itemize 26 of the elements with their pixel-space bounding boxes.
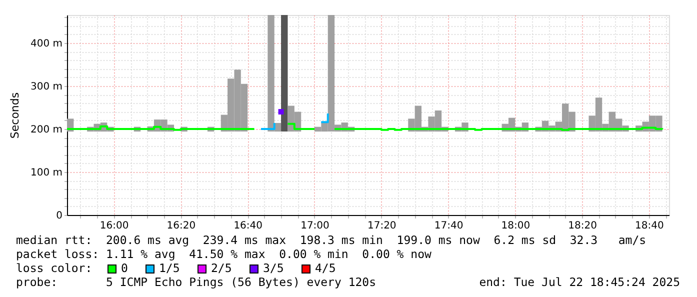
y-tick-label: 100 m: [30, 167, 62, 178]
x-tick-label: 16:40: [234, 220, 263, 232]
x-tick-label: 17:20: [367, 220, 396, 232]
x-tick-label: 17:00: [300, 220, 330, 232]
legend-label: 4/5: [315, 261, 336, 275]
x-tick-label: 17:40: [434, 220, 464, 232]
x-tick-label: 18:00: [501, 220, 530, 232]
text: end: Tue Jul 22 18:45:24 2025: [479, 275, 680, 289]
x-tick-label: 16:00: [100, 220, 129, 232]
y-tick-label: 300 m: [30, 81, 62, 92]
legend-label: 0: [121, 261, 128, 275]
bar: [281, 15, 288, 132]
legend-label: 2/5: [211, 261, 232, 275]
text: packet loss: 1.11 % avg 41.50 % max 0.00 % min 0.00 % now: [16, 247, 432, 261]
legend-title: loss color:: [16, 261, 92, 275]
y-tick-label: 0: [56, 210, 62, 222]
x-tick-label: 18:20: [568, 220, 597, 232]
text: probe: 5 ICMP Echo Pings (56 Bytes) every 120s: [16, 275, 376, 289]
y-axis-title: Seconds: [8, 92, 22, 139]
legend-label: 1/5: [159, 261, 180, 275]
text: median rtt: 200.6 ms avg 239.4 ms max 198.3 ms min 199.0 ms now 6.2 ms sd 32.3 am/s: [16, 233, 646, 247]
x-tick-label: 16:20: [166, 220, 196, 232]
legend-label: 3/5: [263, 261, 284, 275]
y-tick-label: 400 m: [30, 38, 62, 50]
x-tick-label: 18:40: [635, 220, 664, 232]
y-tick-label: 200 m: [30, 124, 62, 136]
